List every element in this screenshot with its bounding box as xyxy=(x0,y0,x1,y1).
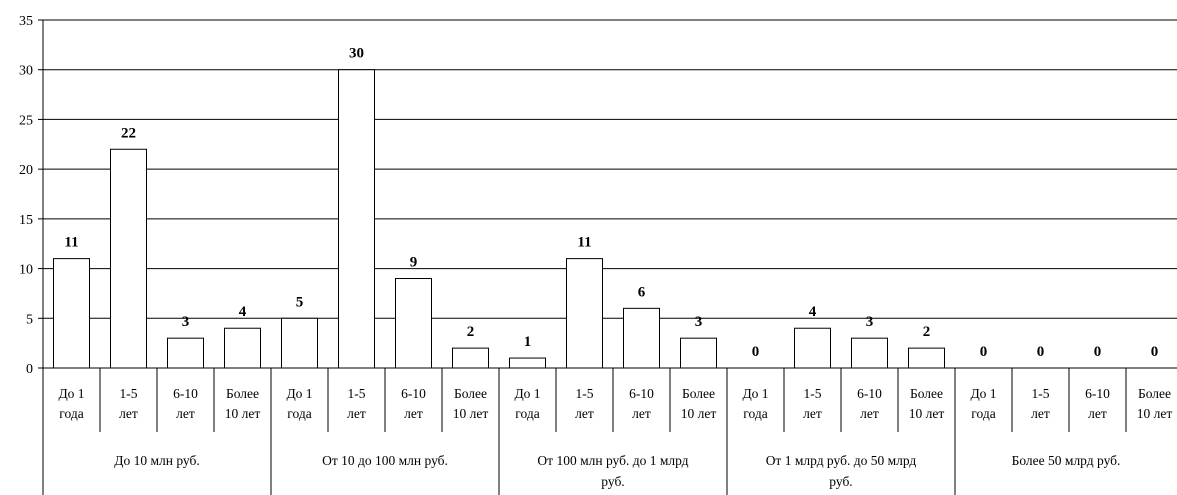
x-category-label: лет xyxy=(347,406,366,421)
x-category-label: До 1 xyxy=(970,386,996,401)
x-group-label-line2: руб. xyxy=(601,474,624,489)
y-tick-label: 20 xyxy=(19,163,33,178)
gridlines xyxy=(43,19,1177,369)
x-category-label: 6-10 xyxy=(1085,386,1110,401)
bars xyxy=(53,69,945,369)
y-tick-label: 25 xyxy=(19,113,33,128)
x-category-label: 1-5 xyxy=(1032,386,1050,401)
x-category-label: года xyxy=(287,406,311,421)
data-label: 5 xyxy=(296,294,304,310)
bar-1-1 xyxy=(338,69,375,369)
data-label: 0 xyxy=(1094,344,1102,360)
x-group-label-line2: руб. xyxy=(829,474,852,489)
x-category-label: Более xyxy=(1138,386,1171,401)
x-category-label: Более xyxy=(226,386,259,401)
x-category-label: 1-5 xyxy=(804,386,822,401)
data-label: 4 xyxy=(239,304,247,320)
bar-0-0 xyxy=(53,258,90,369)
data-label: 4 xyxy=(809,304,817,320)
x-category-label: лет xyxy=(176,406,195,421)
x-category-label: 6-10 xyxy=(629,386,654,401)
x-category-label: До 1 xyxy=(742,386,768,401)
bar-1-0 xyxy=(281,317,318,369)
y-axis-ticks: 0 5 10 15 20 25 30 35 xyxy=(19,14,43,377)
bar-0-3 xyxy=(224,327,261,369)
x-group-label: От 100 млн руб. до 1 млрд xyxy=(537,453,688,468)
x-category-label: года xyxy=(743,406,767,421)
x-category-label: Более xyxy=(454,386,487,401)
x-group-label: Более 50 млрд руб. xyxy=(1012,453,1121,468)
bar-0-1 xyxy=(110,148,147,369)
x-category-label: лет xyxy=(575,406,594,421)
bar-2-3 xyxy=(680,337,717,369)
bar-3-2 xyxy=(851,337,888,369)
bar-2-0 xyxy=(509,357,546,369)
data-label: 22 xyxy=(121,125,136,141)
y-tick-label: 15 xyxy=(19,213,33,228)
data-label: 11 xyxy=(64,235,78,251)
data-label: 2 xyxy=(923,324,931,340)
y-tick-label: 5 xyxy=(26,312,33,327)
data-label: 0 xyxy=(980,344,988,360)
x-category-label: Более xyxy=(682,386,715,401)
x-category-label: 6-10 xyxy=(401,386,426,401)
x-category-label: года xyxy=(515,406,539,421)
data-label: 0 xyxy=(1151,344,1159,360)
x-category-label: 1-5 xyxy=(348,386,366,401)
x-category-label: 10 лет xyxy=(681,406,717,421)
x-category-label: года xyxy=(971,406,995,421)
bar-1-3 xyxy=(452,347,489,369)
data-label: 2 xyxy=(467,324,475,340)
bar-3-3 xyxy=(908,347,945,369)
x-category-label: До 1 xyxy=(286,386,312,401)
data-label: 3 xyxy=(866,314,874,330)
x-category-label: лет xyxy=(803,406,822,421)
data-label: 6 xyxy=(638,284,646,300)
x-group-label: До 10 млн руб. xyxy=(114,453,199,468)
y-tick-label: 30 xyxy=(19,64,33,79)
x-category-label: лет xyxy=(404,406,423,421)
x-category-label: 6-10 xyxy=(173,386,198,401)
data-label: 30 xyxy=(349,46,364,62)
x-category-label: 1-5 xyxy=(120,386,138,401)
x-category-label: лет xyxy=(1088,406,1107,421)
x-group-label: От 1 млрд руб. до 50 млрд xyxy=(766,453,917,468)
bar-1-2 xyxy=(395,278,432,369)
data-label: 1 xyxy=(524,334,532,350)
data-label: 11 xyxy=(577,235,591,251)
data-label: 0 xyxy=(1037,344,1045,360)
x-category-label: года xyxy=(59,406,83,421)
x-category-label: 10 лет xyxy=(225,406,261,421)
x-category-label: лет xyxy=(119,406,138,421)
x-category-label: 10 лет xyxy=(1137,406,1173,421)
data-label: 3 xyxy=(695,314,703,330)
y-tick-label: 10 xyxy=(19,263,33,278)
y-tick-label: 0 xyxy=(26,362,33,377)
bar-2-2 xyxy=(623,307,660,369)
data-label: 3 xyxy=(182,314,190,330)
data-label: 0 xyxy=(752,344,760,360)
data-label: 9 xyxy=(410,255,418,271)
bar-0-2 xyxy=(167,337,204,369)
x-group-label: От 10 до 100 млн руб. xyxy=(322,453,448,468)
x-category-label: 10 лет xyxy=(453,406,489,421)
x-category-label: лет xyxy=(860,406,879,421)
y-tick-label: 35 xyxy=(19,14,33,29)
x-category-label: лет xyxy=(632,406,651,421)
bar-2-1 xyxy=(566,258,603,369)
bar-3-1 xyxy=(794,327,831,369)
x-category-label: Более xyxy=(910,386,943,401)
x-category-label: лет xyxy=(1031,406,1050,421)
x-category-label: 1-5 xyxy=(576,386,594,401)
x-category-label: 10 лет xyxy=(909,406,945,421)
x-category-label: До 1 xyxy=(58,386,84,401)
x-category-label: 6-10 xyxy=(857,386,882,401)
x-category-label: До 1 xyxy=(514,386,540,401)
